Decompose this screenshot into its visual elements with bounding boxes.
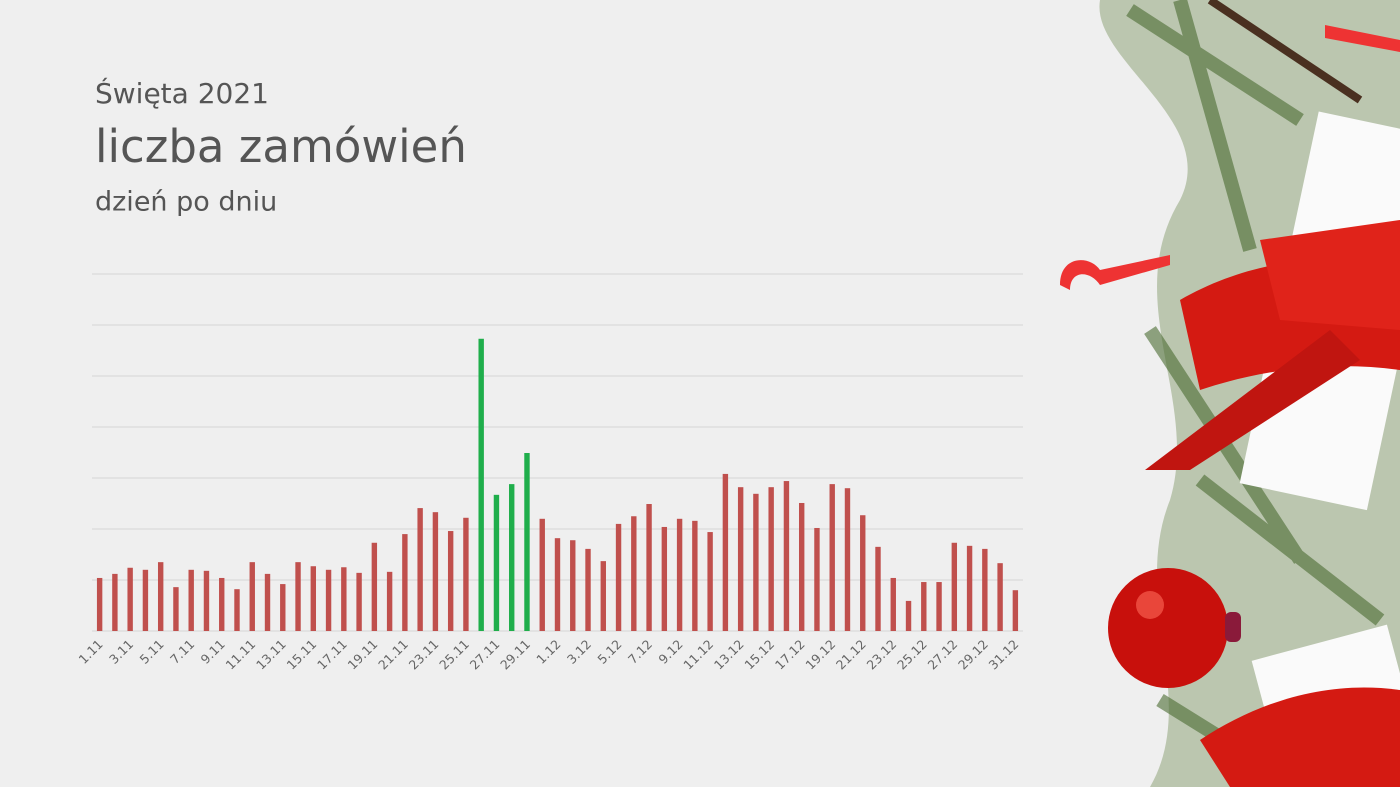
bar [554,538,561,631]
bar [402,534,408,631]
bar [96,577,103,631]
bar [356,572,362,631]
bar [707,532,713,631]
bar [966,545,973,631]
bar [234,589,240,631]
bar [325,569,332,631]
bar [142,569,149,631]
bar [219,577,225,631]
bar [493,494,500,631]
bar [768,487,774,631]
bar [417,508,423,631]
bar [661,526,668,631]
bar [905,600,912,631]
bar [875,546,881,631]
chart-caption: dzień po dniu [95,187,277,218]
bar [860,515,866,631]
bar [280,584,286,631]
bar [737,487,744,631]
bar [936,582,942,631]
bar [783,481,790,631]
bar [539,518,545,631]
bar [722,473,729,631]
bar [814,527,820,631]
bar [173,587,179,631]
decoration [1060,0,1400,787]
bar [676,518,683,631]
bar [463,517,469,631]
bar [753,493,759,631]
bar [585,548,591,631]
bar [310,566,317,631]
chart-subtitle: liczba zamówień [95,120,467,173]
bar [631,516,637,631]
bar [371,542,378,631]
bar [890,577,896,631]
bar [432,512,439,631]
bar [829,484,835,631]
bar [112,573,118,631]
bar [249,562,255,631]
bar [1012,590,1019,631]
bar [341,567,347,631]
bar [295,562,301,631]
bar [600,561,606,631]
bar [264,573,271,631]
bar [951,542,958,631]
bar [447,531,454,631]
bar [478,338,484,631]
bar [798,502,805,631]
bar [157,562,164,631]
bar [615,523,622,631]
bar [203,570,210,631]
bar [570,540,576,631]
bar [127,567,133,631]
bar [982,548,988,631]
bar [921,582,927,631]
bar [509,484,515,631]
bar [844,488,851,631]
bar [188,569,194,631]
bar [386,571,393,631]
bar [646,504,652,631]
bar [692,520,698,631]
bar [997,563,1003,631]
bar [524,453,530,631]
chart-title: Święta 2021 [95,76,269,110]
